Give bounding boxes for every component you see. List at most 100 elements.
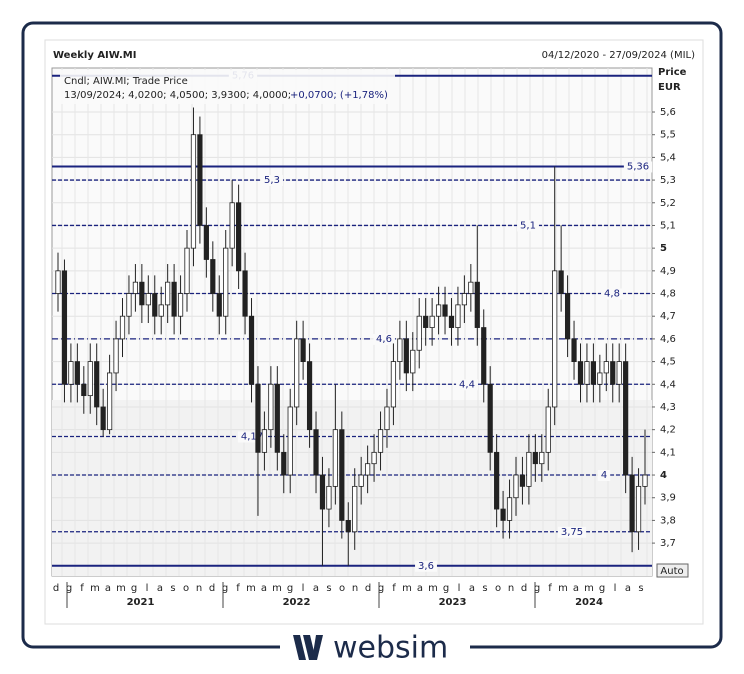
auto-button-label[interactable]: Auto [660, 566, 683, 577]
candle-body [158, 304, 164, 317]
x-tick-label: l [302, 583, 305, 594]
x-tick-label: g [378, 583, 384, 594]
level-label-bg [237, 431, 267, 443]
candle-body [410, 349, 416, 374]
candle-body [345, 520, 351, 533]
x-tick-label: a [105, 583, 111, 594]
candle-body [68, 361, 74, 385]
candle-body [139, 281, 145, 306]
x-tick-label: f [80, 583, 84, 594]
level-label: 3,6 [418, 561, 434, 572]
x-tick-label: g [443, 583, 449, 594]
chart-title: Weekly AIW.MI [53, 50, 136, 61]
year-label: 2021 [127, 597, 155, 608]
level-label-bg [373, 333, 395, 345]
x-tick-label: a [417, 583, 423, 594]
candle-body [416, 315, 422, 351]
x-tick-label: m [402, 583, 412, 594]
x-tick-label: o [339, 583, 345, 594]
x-tick-label: m [116, 583, 126, 594]
candle-body [597, 372, 603, 385]
level-label-bg [456, 379, 478, 391]
candle-body [571, 338, 577, 362]
x-tick-label: f [236, 583, 240, 594]
level-label: 4,8 [604, 289, 620, 300]
candle-body [635, 485, 642, 533]
y-tick-label: 4,4 [660, 379, 676, 390]
candle-body [371, 451, 377, 465]
x-tick-label: d [209, 583, 215, 594]
level-label-bg [517, 220, 539, 232]
x-tick-label: s [482, 583, 487, 594]
x-tick-label: f [548, 583, 552, 594]
candle-body [268, 383, 274, 431]
candle-body [152, 293, 158, 317]
last-change: +0,0700; (+1,78%) [290, 90, 388, 101]
candle-body [629, 474, 635, 533]
candle-body [216, 293, 222, 317]
candle-body [377, 429, 384, 453]
y-tick-label: 4,8 [660, 289, 676, 300]
candle-body [564, 293, 571, 340]
info-box [60, 70, 395, 104]
y-axis-unit: EUR [658, 82, 681, 93]
candle-body [358, 474, 364, 487]
candle-body [558, 270, 564, 294]
y-tick-label: 4,9 [660, 266, 676, 277]
y-tick-label: 3,7 [660, 538, 676, 549]
y-tick-label: 4,2 [660, 425, 676, 436]
candle-body [184, 247, 190, 294]
logo-icon [293, 635, 323, 660]
candle-body [429, 315, 435, 328]
y-tick-label: 5,5 [660, 130, 676, 141]
candle-body [55, 270, 61, 294]
x-tick-label: s [326, 583, 331, 594]
x-tick-label: o [183, 583, 189, 594]
x-tick-label: a [573, 583, 579, 594]
candle-body [610, 361, 616, 385]
x-tick-label: s [170, 583, 175, 594]
candle-body [461, 293, 467, 306]
y-tick-label: 4,1 [660, 447, 676, 458]
y-tick-label: 5,6 [660, 107, 676, 118]
level-label: 4,6 [376, 334, 392, 345]
candle-body [455, 304, 461, 328]
candle-body [74, 361, 80, 385]
candle-body [519, 474, 526, 487]
candle-body [332, 429, 338, 487]
candle-body [448, 315, 455, 328]
x-tick-label: a [261, 583, 267, 594]
x-tick-label: a [469, 583, 475, 594]
level-label-bg [261, 175, 283, 187]
x-tick-label: a [313, 583, 319, 594]
candle-body [229, 202, 235, 249]
auto-button[interactable] [656, 563, 689, 578]
candle-body [177, 293, 184, 317]
x-tick-label: a [157, 583, 163, 594]
level-label-bg [415, 560, 437, 572]
x-tick-label: g [66, 583, 72, 594]
x-tick-label: g [222, 583, 228, 594]
candle-body [242, 270, 248, 317]
x-tick-label: g [131, 583, 137, 594]
x-tick-label: g [599, 583, 605, 594]
x-tick-label: o [495, 583, 501, 594]
candle-body [94, 361, 100, 408]
x-tick-label: d [53, 583, 59, 594]
y-tick-label: 5,1 [660, 220, 676, 231]
candle-body [107, 372, 113, 431]
y-tick-label: 4,7 [660, 311, 676, 322]
year-label: 2024 [575, 597, 603, 608]
candle-body [494, 451, 500, 510]
x-tick-label: n [352, 583, 358, 594]
x-tick-label: l [458, 583, 461, 594]
x-tick-label: a [625, 583, 631, 594]
x-tick-label: g [287, 583, 293, 594]
level-label: 3,75 [561, 527, 583, 538]
level-label: 4,4 [459, 379, 475, 390]
candle-body [352, 485, 358, 533]
y-tick-label: 4,5 [660, 357, 676, 368]
candle-body [468, 281, 474, 294]
y-tick-label: 3,9 [660, 493, 676, 504]
candle-body [274, 383, 280, 453]
